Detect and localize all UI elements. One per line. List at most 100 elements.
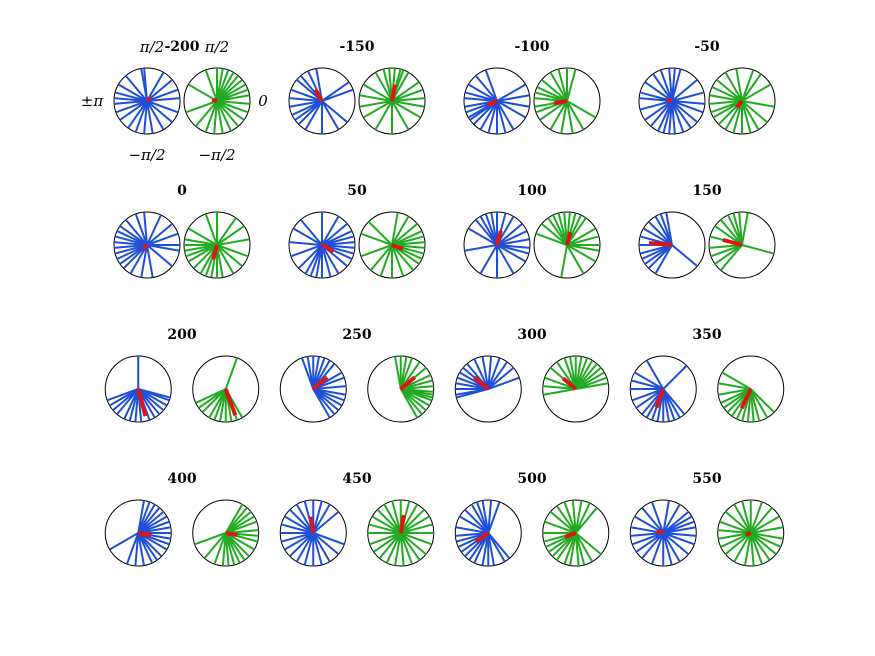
panel-1: -150 xyxy=(288,39,426,135)
panel-15-rose-b-spoke-16 xyxy=(749,532,771,561)
panel-4-rose-b-spoke-16 xyxy=(216,244,249,258)
panel-0-rose-b-spoke-12 xyxy=(216,100,239,127)
panel-0-rose-b-spoke-9 xyxy=(213,100,218,134)
angle-label-minus-pi-half-left: −π/2 xyxy=(128,146,165,164)
angle-label-pi-half-left: π/2 xyxy=(139,38,164,56)
panel-0-rose-a-spoke-17 xyxy=(146,88,179,102)
panel-title-14: 500 xyxy=(517,471,546,487)
panel-10-rose-a-spoke-14 xyxy=(456,388,489,399)
panel-13-rose-b-spoke-9 xyxy=(368,523,402,534)
panel-6-rose-b-spoke-12 xyxy=(566,244,597,263)
panel-2-rose-a-spoke-13 xyxy=(496,100,507,134)
panel-11-rose-a-spoke-2 xyxy=(634,371,664,390)
panel-4-rose-b-spoke-8 xyxy=(192,244,218,270)
panel-14-rose-b-spoke-19 xyxy=(575,532,602,555)
panel-14-rose-b-spoke-2 xyxy=(574,500,583,534)
panel-5-rose-b-spoke-7 xyxy=(391,244,414,271)
panel-6-rose-a-spoke-17 xyxy=(496,223,523,246)
panel-15-rose-a-spoke-17 xyxy=(662,532,695,546)
panel-13-rose-b-spoke-1 xyxy=(400,508,425,534)
panel-11-rose-a-spoke-6 xyxy=(635,388,664,409)
panel-13-rose-b-spoke-7 xyxy=(376,508,402,534)
panel-2-rose-a-spoke-17 xyxy=(496,94,530,102)
panel-1-rose-a-spoke-14 xyxy=(321,88,354,102)
panel-11-rose-a-spoke-0 xyxy=(662,364,688,390)
panel-10-rose-a-spoke-4 xyxy=(487,356,493,390)
panel-0-rose-b-spoke-11 xyxy=(216,100,232,132)
panel-6-rose-a-spoke-11 xyxy=(496,244,515,275)
panel-4-rose-a-spoke-18 xyxy=(146,232,179,246)
panel-5-rose-a-spoke-9 xyxy=(321,244,332,278)
panel-1-rose-a-spoke-15 xyxy=(321,81,350,102)
panel-13-rose-b-spoke-16 xyxy=(399,532,405,566)
panel-11-rose-b-spoke-0 xyxy=(721,371,752,390)
panel-title-3: -50 xyxy=(694,39,720,55)
panel-4-rose-b-spoke-17 xyxy=(216,238,250,246)
panel-10-rose-a-spoke-1 xyxy=(487,367,515,390)
panel-13-rose-a-spoke-11 xyxy=(289,532,314,558)
panel-5-rose-a-spoke-18 xyxy=(321,223,348,246)
panel-6-rose-b-spoke-11 xyxy=(566,244,585,275)
panel-7-rose-a-spoke-10 xyxy=(647,244,673,270)
panel-3-rose-b-spoke-1 xyxy=(735,68,743,102)
panel-4: 0 xyxy=(113,183,251,279)
panel-1-rose-a-spoke-12 xyxy=(321,100,340,131)
panel-6-rose-b-spoke-9 xyxy=(535,232,568,246)
panel-3: -50 xyxy=(638,39,776,135)
panel-15-rose-b-spoke-12 xyxy=(733,532,752,563)
panel-6-rose-a-spoke-9 xyxy=(479,244,498,275)
panel-3-rose-b-spoke-6 xyxy=(709,100,743,105)
panel-10-rose-b-mean-vector xyxy=(561,376,578,391)
panel-10: 300 xyxy=(454,327,610,423)
panel-2-rose-b-spoke-10 xyxy=(539,100,568,121)
panel-10-rose-b-spoke-14 xyxy=(542,385,576,390)
panel-2-rose-a-spoke-15 xyxy=(496,100,527,119)
panel-12-rose-a-spoke-10 xyxy=(134,532,140,566)
panel-7-rose-a-spoke-2 xyxy=(654,215,673,246)
panel-13-rose-a-spoke-1 xyxy=(312,500,323,534)
panel-10-rose-a-mean-vector xyxy=(473,375,490,391)
panel-4-rose-b-spoke-18 xyxy=(216,225,245,246)
panel-15-rose-b-spoke-14 xyxy=(749,532,755,566)
panel-7-rose-b-spoke-3 xyxy=(727,214,743,246)
panel-3-rose-b-spoke-4 xyxy=(711,86,743,102)
panel-13-rose-a-spoke-9 xyxy=(281,532,314,543)
panel-1-rose-b-spoke-16 xyxy=(391,97,425,102)
panel-15-rose-b-spoke-0 xyxy=(750,515,780,534)
panel-1-rose-b-spoke-5 xyxy=(382,68,393,102)
panel-12-rose-a-spoke-14 xyxy=(137,532,163,558)
panel-0-rose-b-spoke-15 xyxy=(216,100,250,105)
panel-7-rose-b-spoke-9 xyxy=(714,244,743,265)
panel-2-rose-b-spoke-11 xyxy=(549,100,568,131)
panel-title-2: -100 xyxy=(514,39,549,55)
panel-13-rose-b-spoke-18 xyxy=(399,532,421,561)
panel-14: 500 xyxy=(454,471,610,567)
panel-15-rose-b-spoke-11 xyxy=(724,532,752,555)
panel-2-rose-a-spoke-4 xyxy=(464,97,498,102)
panel-1-rose-b-spoke-15 xyxy=(391,100,425,108)
panel-title-9: 250 xyxy=(342,327,371,343)
panel-5-rose-b-spoke-16 xyxy=(391,215,410,246)
panel-15-rose-a-spoke-19 xyxy=(663,526,696,534)
panel-3-rose-a-spoke-15 xyxy=(671,100,685,133)
panel-1-rose-b-spoke-9 xyxy=(359,100,393,108)
panel-15-rose-a-spoke-16 xyxy=(662,532,690,555)
panel-0-rose-a-spoke-1 xyxy=(140,68,148,102)
panel-15-rose-a-spoke-15 xyxy=(662,532,681,563)
panel-title-4: 0 xyxy=(177,183,187,199)
panel-3-rose-b-spoke-3 xyxy=(716,79,743,102)
panel-3-rose-a-spoke-17 xyxy=(671,100,698,123)
panel-14-rose-b-spoke-3 xyxy=(571,500,577,534)
panel-15-rose-b-spoke-5 xyxy=(733,503,752,534)
panel-14-rose-b-spoke-0 xyxy=(574,507,598,534)
panel-5-rose-a-spoke-4 xyxy=(297,244,323,270)
panel-2-rose-b-spoke-14 xyxy=(566,100,585,131)
panel-3-rose-b-spoke-16 xyxy=(741,100,775,108)
panel-7-rose-b-spoke-11 xyxy=(741,244,775,255)
panel-10-rose-a-spoke-3 xyxy=(487,357,501,390)
panel-14-rose-b-spoke-13 xyxy=(556,532,577,561)
panel-11: 350 xyxy=(629,327,785,423)
panel-6-rose-b-spoke-7 xyxy=(547,217,568,246)
panel-7-rose-b-spoke-0 xyxy=(741,212,749,246)
panel-9-rose-b-mean-vector xyxy=(399,375,416,391)
